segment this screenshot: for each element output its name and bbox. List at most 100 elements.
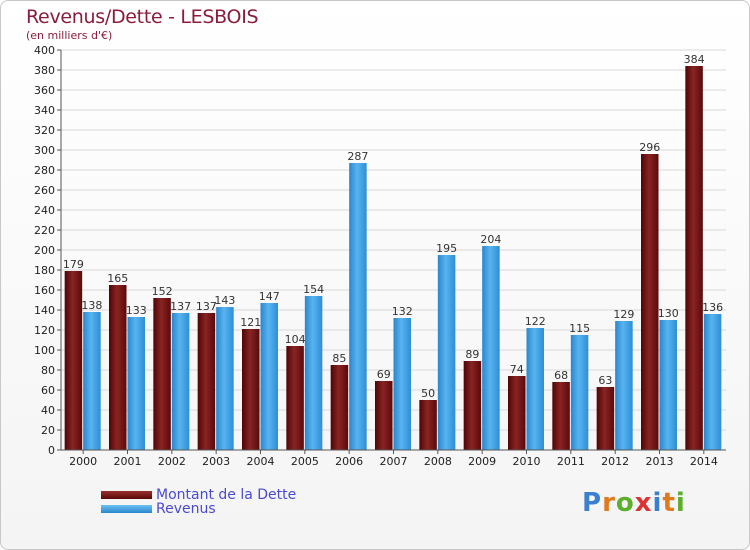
y-tick-label: 180 [34, 264, 55, 277]
value-label-revenus-2004: 147 [259, 290, 280, 303]
value-label-dette-2009: 89 [465, 348, 479, 361]
bar-revenus-2012 [615, 321, 633, 450]
x-tick-label-2011: 2011 [557, 455, 585, 468]
value-label-dette-2004: 121 [240, 316, 261, 329]
y-tick-label: 60 [41, 384, 55, 397]
bar-revenus-2003 [216, 307, 234, 450]
bar-dette-2009 [463, 361, 482, 450]
bar-dette-2006 [330, 365, 349, 450]
value-label-revenus-2008: 195 [436, 242, 457, 255]
bar-dette-2010 [508, 376, 526, 450]
value-label-dette-2014: 384 [684, 53, 705, 66]
x-tick-label-2006: 2006 [335, 455, 363, 468]
y-tick-label: 240 [34, 204, 55, 217]
value-label-revenus-2013: 130 [658, 307, 679, 320]
bar-dette-2000 [64, 271, 83, 450]
value-label-dette-2010: 74 [510, 363, 524, 376]
y-tick-label: 20 [41, 424, 55, 437]
value-label-dette-2000: 179 [63, 258, 84, 271]
legend-label-dette: Montant de la Dette [156, 487, 297, 503]
bar-revenus-2007 [393, 318, 411, 450]
value-label-dette-2012: 63 [598, 374, 612, 387]
value-label-dette-2011: 68 [554, 369, 568, 382]
x-tick-label-2013: 2013 [646, 455, 674, 468]
x-tick-label-2009: 2009 [468, 455, 496, 468]
y-tick-label: 360 [34, 84, 55, 97]
bar-dette-2013 [641, 154, 659, 450]
x-tick-label-2007: 2007 [380, 455, 408, 468]
value-label-dette-2005: 104 [285, 333, 306, 346]
value-label-revenus-2010: 122 [525, 315, 546, 328]
y-tick-label: 340 [34, 104, 55, 117]
x-tick-label-2014: 2014 [690, 455, 718, 468]
legend-label-revenus: Revenus [156, 501, 216, 517]
bar-revenus-2005 [304, 296, 323, 450]
value-label-revenus-2011: 115 [569, 322, 590, 335]
bar-revenus-2008 [437, 255, 456, 450]
bar-dette-2012 [596, 387, 615, 450]
x-tick-label-2002: 2002 [158, 455, 186, 468]
y-tick-label: 200 [34, 244, 55, 257]
bar-revenus-2009 [482, 246, 500, 450]
bar-dette-2014 [685, 66, 703, 450]
x-tick-label-2012: 2012 [601, 455, 629, 468]
legend-swatch-dette [101, 491, 152, 499]
y-tick-label: 380 [34, 64, 55, 77]
y-tick-label: 140 [34, 304, 55, 317]
y-tick-label: 0 [48, 444, 55, 457]
y-tick-label: 100 [34, 344, 55, 357]
bar-revenus-2002 [171, 313, 190, 450]
bar-dette-2011 [552, 382, 570, 450]
value-label-revenus-2002: 137 [170, 300, 191, 313]
value-label-dette-2008: 50 [421, 387, 435, 400]
x-tick-label-2008: 2008 [424, 455, 452, 468]
bar-dette-2003 [197, 313, 216, 450]
x-tick-label-2004: 2004 [247, 455, 275, 468]
y-tick-label: 300 [34, 144, 55, 157]
y-tick-label: 120 [34, 324, 55, 337]
x-tick-label-2010: 2010 [513, 455, 541, 468]
value-label-revenus-2001: 133 [126, 304, 147, 317]
value-label-dette-2007: 69 [377, 368, 391, 381]
chart-subtitle: (en milliers d'€) [26, 29, 113, 42]
y-tick-label: 220 [34, 224, 55, 237]
y-tick-label: 320 [34, 124, 55, 137]
bar-revenus-2011 [570, 335, 589, 450]
bar-revenus-2010 [526, 328, 544, 450]
x-tick-label-2005: 2005 [291, 455, 319, 468]
value-label-dette-2003: 137 [196, 300, 217, 313]
value-label-dette-2001: 165 [107, 272, 128, 285]
value-label-revenus-2009: 204 [480, 233, 501, 246]
y-tick-label: 160 [34, 284, 55, 297]
y-tick-label: 260 [34, 184, 55, 197]
bar-dette-2002 [153, 298, 171, 450]
value-label-dette-2002: 152 [152, 285, 173, 298]
value-label-revenus-2006: 287 [347, 150, 368, 163]
value-label-revenus-2012: 129 [613, 308, 634, 321]
bar-revenus-2004 [260, 303, 278, 450]
value-label-dette-2013: 296 [639, 141, 660, 154]
value-label-revenus-2007: 132 [392, 305, 413, 318]
x-tick-label-2003: 2003 [202, 455, 230, 468]
bar-dette-2008 [419, 400, 437, 450]
legend-swatch-revenus [101, 505, 152, 513]
bar-dette-2005 [286, 346, 304, 450]
bar-dette-2007 [375, 381, 393, 450]
bar-dette-2004 [242, 329, 260, 450]
value-label-revenus-2000: 138 [81, 299, 102, 312]
value-label-revenus-2014: 136 [702, 301, 723, 314]
y-tick-label: 400 [34, 44, 55, 57]
value-label-revenus-2005: 154 [303, 283, 324, 296]
bar-dette-2001 [109, 285, 127, 450]
value-label-revenus-2003: 143 [214, 294, 235, 307]
chart-title: Revenus/Dette - LESBOIS [26, 6, 259, 28]
bar-revenus-2001 [127, 317, 145, 450]
x-tick-label-2001: 2001 [114, 455, 142, 468]
value-label-dette-2006: 85 [332, 352, 346, 365]
bar-revenus-2000 [83, 312, 101, 450]
y-tick-label: 80 [41, 364, 55, 377]
y-tick-label: 40 [41, 404, 55, 417]
x-tick-label-2000: 2000 [69, 455, 97, 468]
